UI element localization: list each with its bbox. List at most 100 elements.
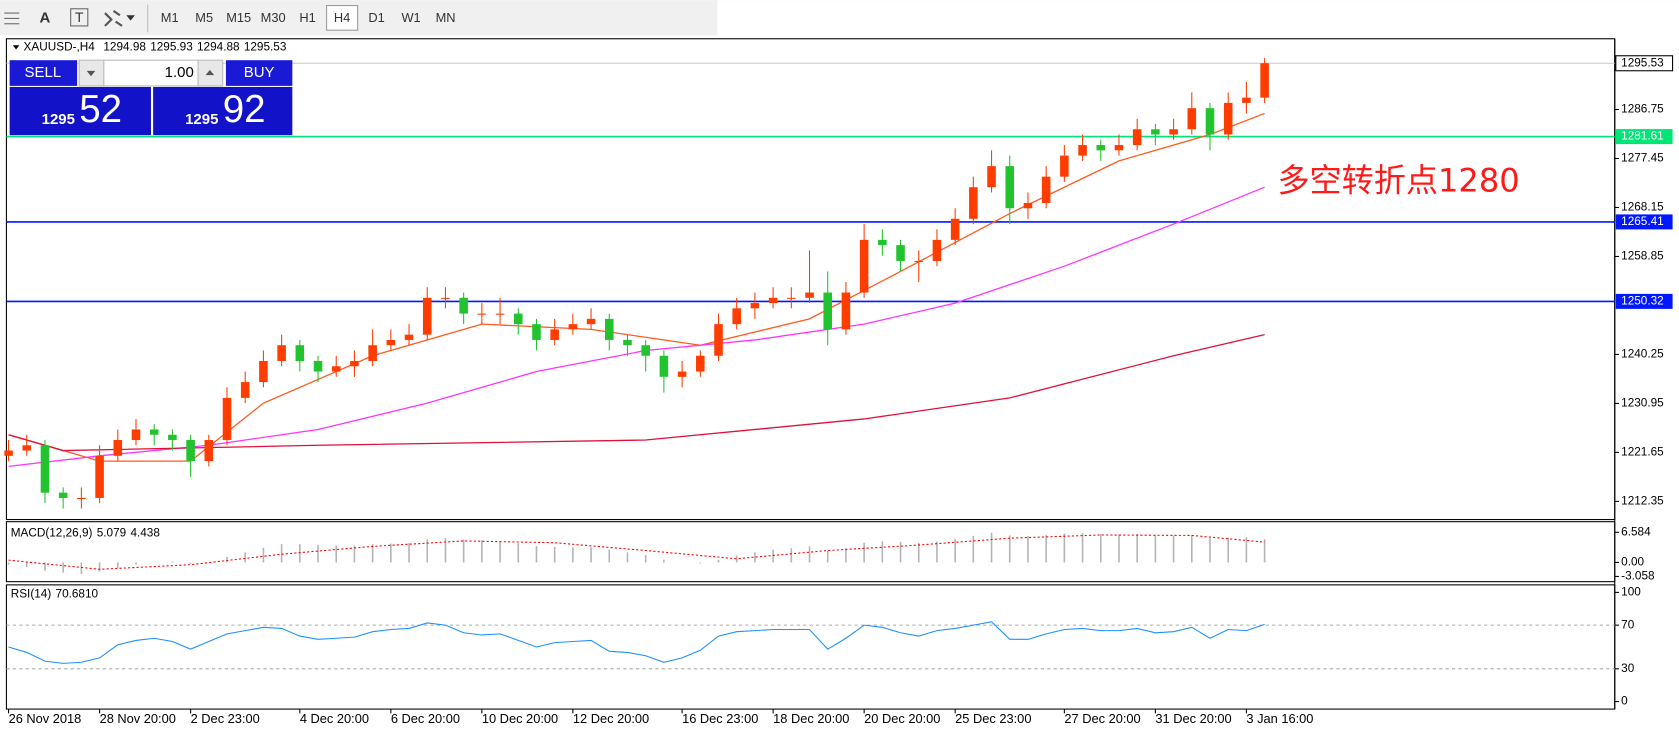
panel-frame <box>5 38 1616 521</box>
candle-body <box>878 239 887 246</box>
candle-body <box>1151 129 1160 135</box>
candle-body <box>768 297 778 304</box>
x-tick-label: 18 Dec 20:00 <box>773 711 849 726</box>
timeframe-label[interactable]: D1 <box>368 10 384 25</box>
timeframe-button[interactable]: D1 <box>368 10 384 25</box>
sell-button[interactable] <box>9 60 78 86</box>
x-tick-label: 28 Nov 20:00 <box>100 711 176 726</box>
candle-body <box>441 297 450 299</box>
timeframe-button[interactable]: M1 <box>161 10 179 25</box>
lot-field[interactable] <box>103 59 199 87</box>
toolbar: A T M1 M5 M15 M30 H1 H4 D1 W1 MN <box>0 0 1679 36</box>
timeframe-label[interactable]: M5 <box>195 10 213 25</box>
annotation: 多空转折点1280 <box>1277 161 1519 199</box>
candle-body <box>277 345 286 362</box>
candle-body <box>168 434 177 441</box>
y-tick-label: -3.058 <box>1621 570 1655 583</box>
candle-body <box>969 187 978 219</box>
timeframe-button[interactable]: MN <box>436 10 456 25</box>
level-label: 1281.61 <box>1621 130 1664 143</box>
timeframe-label[interactable]: M15 <box>226 10 251 25</box>
timeframe-button[interactable]: H1 <box>299 10 315 25</box>
timeframe-label[interactable]: M30 <box>261 10 286 25</box>
candle-body <box>40 445 50 493</box>
candle-body <box>222 397 232 441</box>
tool-text[interactable]: A <box>40 9 51 26</box>
candle-body <box>914 260 924 263</box>
y-tick-label: 1286.75 <box>1621 103 1664 116</box>
arrow-down <box>86 70 96 77</box>
indicator-value: 5.079 <box>97 527 126 540</box>
last-price-box <box>1615 55 1674 72</box>
x-tick-label: 31 Dec 20:00 <box>1155 711 1231 726</box>
candle-body <box>1114 145 1124 151</box>
candle-body <box>113 440 123 456</box>
x-tick-label: 6 Dec 20:00 <box>391 711 460 726</box>
timeframe-button[interactable]: W1 <box>401 10 420 25</box>
sell-label[interactable]: SELL <box>25 64 62 81</box>
candle-body <box>186 440 195 462</box>
candle-body <box>259 361 268 383</box>
timeframe-label[interactable]: MN <box>436 10 456 25</box>
timeframe-label[interactable]: W1 <box>401 10 420 25</box>
timeframe-button[interactable]: M15 <box>226 10 251 25</box>
timeframe-button[interactable]: H4 <box>326 5 359 31</box>
y-tick-label: 1221.65 <box>1621 446 1664 459</box>
bid-box[interactable] <box>9 86 151 136</box>
candle-body <box>1023 202 1033 209</box>
indicator-header: RSI(14) 70.6810 <box>11 588 99 601</box>
tool-shapes[interactable] <box>104 10 135 27</box>
header-value: 1295.53 <box>244 40 287 53</box>
candle-body <box>58 492 68 498</box>
timeframe-label[interactable]: H4 <box>334 10 350 25</box>
buy-button[interactable] <box>225 60 293 86</box>
y-tick-label: 1268.15 <box>1621 201 1664 214</box>
y-tick-label: 100 <box>1621 586 1641 599</box>
timeframe-label[interactable]: M1 <box>161 10 179 25</box>
candle-body <box>1041 176 1051 203</box>
tool-label[interactable]: T <box>75 9 84 25</box>
ask-prefix: 1295 <box>185 111 218 128</box>
timeframe-label[interactable]: H1 <box>299 10 315 25</box>
candle-body <box>714 324 723 356</box>
indicator-value: 70.6810 <box>56 588 99 601</box>
x-tick-label: 16 Dec 23:00 <box>682 711 758 726</box>
candle-body <box>131 429 141 441</box>
buy-label[interactable]: BUY <box>244 64 275 81</box>
indicator-name: MACD(12,26,9) <box>11 527 93 540</box>
y-tick-label: 1277.45 <box>1621 152 1664 165</box>
last-price-label: 1295.53 <box>1621 56 1664 69</box>
candle-body <box>422 297 432 335</box>
symbol: XAUUSD-,H4 <box>24 40 96 53</box>
candle-body <box>4 450 13 456</box>
candle-body <box>513 313 523 325</box>
candle-body <box>604 318 614 340</box>
candle-body <box>1096 145 1106 151</box>
x-tick-label: 2 Dec 23:00 <box>191 711 260 726</box>
candle-body <box>77 497 86 500</box>
moving-average <box>8 186 1265 467</box>
y-tick-label: 30 <box>1621 662 1635 675</box>
candle-body <box>750 303 760 309</box>
y-tick-label: 1212.35 <box>1621 494 1664 507</box>
candle-body <box>149 429 159 435</box>
candle-body <box>987 166 996 188</box>
lot-value[interactable]: 1.00 <box>165 64 194 81</box>
candle-body <box>295 345 305 362</box>
timeframe-button[interactable]: M30 <box>261 10 286 25</box>
level-label: 1265.41 <box>1621 215 1664 228</box>
header-value: 1294.88 <box>197 40 240 53</box>
candle-body <box>313 361 323 372</box>
level-label: 1250.32 <box>1621 294 1664 307</box>
tool-lines[interactable] <box>4 12 20 25</box>
y-tick-label: 1258.85 <box>1621 250 1664 263</box>
panel-frame <box>5 521 1616 583</box>
candle-body <box>495 313 505 315</box>
level-box <box>1615 214 1673 230</box>
candle-body <box>331 366 341 372</box>
ask-box[interactable] <box>153 86 293 136</box>
candle-body <box>404 334 414 340</box>
timeframe-button[interactable]: M5 <box>195 10 213 25</box>
x-tick-label: 4 Dec 20:00 <box>300 711 369 726</box>
candle-body <box>532 324 541 340</box>
